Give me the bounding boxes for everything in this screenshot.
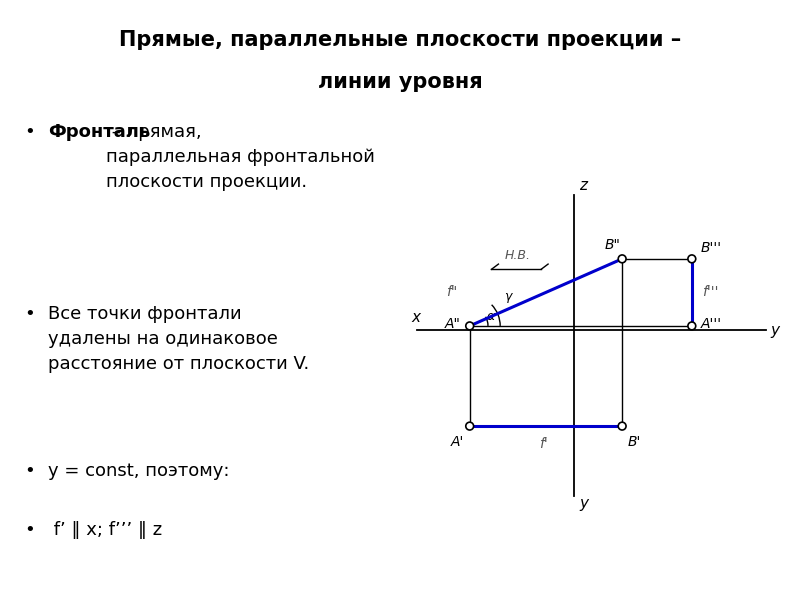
Text: z: z <box>578 178 586 193</box>
Text: Прямые, параллельные плоскости проекции –: Прямые, параллельные плоскости проекции … <box>119 30 681 50</box>
Text: y: y <box>770 323 779 338</box>
Text: •: • <box>24 462 34 480</box>
Text: x: x <box>411 310 420 325</box>
Text: A": A" <box>445 317 461 331</box>
Text: γ: γ <box>505 290 512 303</box>
Text: B''': B''' <box>701 241 722 254</box>
Circle shape <box>688 322 696 330</box>
Text: α: α <box>487 310 495 323</box>
Text: A': A' <box>451 435 465 449</box>
Text: y = const, поэтому:: y = const, поэтому: <box>48 462 230 480</box>
Text: Все точки фронтали
удалены на одинаковое
расстояние от плоскости V.: Все точки фронтали удалены на одинаковое… <box>48 305 310 373</box>
Circle shape <box>466 322 474 330</box>
Text: y: y <box>579 496 589 511</box>
Text: •: • <box>24 521 34 539</box>
Circle shape <box>466 422 474 430</box>
Circle shape <box>688 255 696 263</box>
Text: •: • <box>24 305 34 323</box>
Text: B": B" <box>605 238 620 252</box>
Circle shape <box>618 255 626 263</box>
Text: – прямая,
параллельная фронтальной
плоскости проекции.: – прямая, параллельная фронтальной плоск… <box>106 123 375 191</box>
Text: f’ ‖ x; f’’’ ‖ z: f’ ‖ x; f’’’ ‖ z <box>48 521 162 539</box>
Circle shape <box>618 422 626 430</box>
Text: f''': f''' <box>702 285 718 299</box>
Text: f": f" <box>446 285 458 299</box>
Text: Н.В.: Н.В. <box>505 250 530 262</box>
Text: •: • <box>24 123 34 141</box>
Text: линии уровня: линии уровня <box>318 72 482 92</box>
Text: B': B' <box>627 435 641 449</box>
Text: f': f' <box>539 437 548 451</box>
Text: Фронталь: Фронталь <box>48 123 150 141</box>
Text: A''': A''' <box>701 317 722 331</box>
